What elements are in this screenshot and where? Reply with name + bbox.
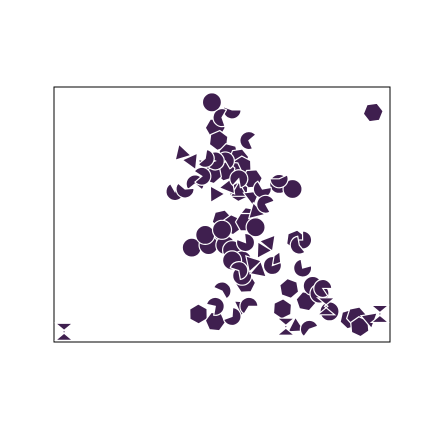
data-point-edge-glyph-2 xyxy=(275,317,296,336)
data-point-triangle-6 xyxy=(245,254,263,274)
data-point-triangle-11 xyxy=(174,143,193,162)
data-point-wedge-10 xyxy=(252,180,272,199)
data-point-wedge-23 xyxy=(205,296,225,316)
data-point-wedge-15 xyxy=(293,258,313,278)
data-point-wedge-14 xyxy=(222,306,242,327)
data-point-wedge-22 xyxy=(239,296,259,315)
data-point-wedge-9 xyxy=(197,148,215,168)
data-point-wedge-18 xyxy=(229,261,249,281)
data-point-wedge-21 xyxy=(289,235,306,255)
data-point-circle-0 xyxy=(201,92,223,113)
plot-frame xyxy=(53,86,391,343)
data-point-triangle-13 xyxy=(209,184,226,204)
data-point-triangle-12 xyxy=(181,152,199,171)
data-point-wedge-6 xyxy=(239,130,257,151)
data-point-hexagon-17 xyxy=(189,303,208,325)
data-point-edge-glyph-0 xyxy=(53,322,75,341)
data-point-edge-glyph-1 xyxy=(316,297,337,316)
data-point-hexagon-16 xyxy=(362,102,384,123)
data-point-wedge-24 xyxy=(235,232,256,253)
data-point-wedge-25 xyxy=(269,174,289,189)
data-point-wedge-5 xyxy=(175,182,195,199)
data-point-wedge-12 xyxy=(229,169,249,189)
data-point-edge-glyph-3 xyxy=(369,304,391,324)
data-point-wedge-13 xyxy=(212,281,232,300)
data-point-circle-14 xyxy=(195,224,216,245)
data-point-circle-2 xyxy=(282,178,303,200)
data-point-hexagon-1 xyxy=(208,129,229,152)
data-point-wedge-17 xyxy=(299,319,319,338)
data-point-circle-15 xyxy=(211,219,233,240)
data-points xyxy=(53,92,391,341)
data-point-wedge-1 xyxy=(212,108,228,128)
data-point-wedge-20 xyxy=(262,255,282,276)
data-point-wedge-11 xyxy=(256,194,275,214)
data-point-wedge-3 xyxy=(193,166,212,186)
data-point-hexagon-20 xyxy=(279,277,300,299)
data-point-circle-3 xyxy=(245,217,266,238)
data-point-triangle-4 xyxy=(256,240,274,260)
